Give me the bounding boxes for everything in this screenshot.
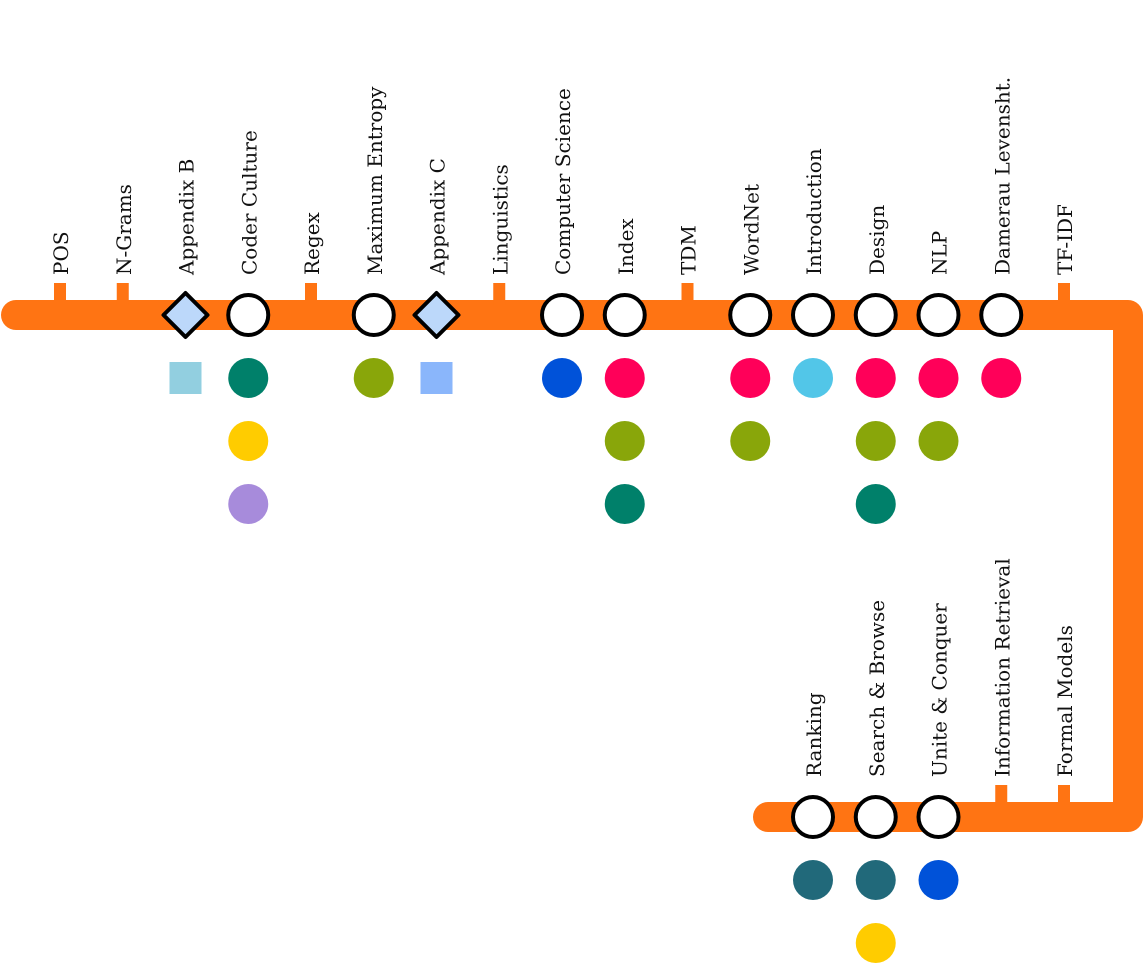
station-tick <box>116 283 129 305</box>
station-formal-models[interactable]: Formal Models <box>1053 625 1077 807</box>
station-circle <box>853 293 898 337</box>
station-tdm[interactable]: TDM <box>677 225 701 305</box>
station-diamond <box>161 291 210 339</box>
station-label: Search & Browse <box>865 600 889 777</box>
station-tick <box>995 785 1008 807</box>
tag-dot <box>604 421 645 461</box>
station-design[interactable]: Design <box>853 205 898 524</box>
station-tick <box>1058 283 1070 305</box>
tag-dot <box>542 358 582 398</box>
station-label: Appendix C <box>426 158 450 276</box>
station-label: TDM <box>677 225 701 275</box>
station-tick <box>1058 785 1070 807</box>
station-unite-conquer[interactable]: Unite & Conquer <box>916 603 961 900</box>
tag-dot <box>918 421 959 461</box>
station-diamond <box>412 291 461 339</box>
station-introduction[interactable]: Introduction <box>791 148 835 398</box>
station-circle <box>540 293 584 337</box>
station-tick <box>305 283 317 305</box>
tag-dot <box>353 358 394 398</box>
station-label: TF-IDF <box>1053 204 1077 275</box>
tag-dot <box>855 421 896 461</box>
station-circle <box>853 795 898 839</box>
tag-square <box>169 362 202 394</box>
station-maximum-entropy[interactable]: Maximum Entropy <box>351 86 396 398</box>
station-label: Design <box>865 205 889 275</box>
station-label: Information Retrieval <box>990 558 1014 777</box>
station-tick <box>54 283 66 305</box>
tag-dot <box>228 421 269 461</box>
station-label: POS <box>49 231 73 275</box>
station-label: WordNet <box>739 184 763 275</box>
bottom-row-stations: Ranking Search & Browse Unite & Conquer Inf… <box>791 558 1077 963</box>
tag-dot <box>918 358 959 398</box>
station-circle <box>226 293 271 337</box>
station-label: Coder Culture <box>237 130 261 275</box>
station-label: N-Grams <box>112 184 136 275</box>
station-damerau-levensht[interactable]: Damerau Levensht. <box>979 77 1024 398</box>
station-label: Linguistics <box>488 164 512 275</box>
station-tick <box>493 283 506 305</box>
tag-dot <box>228 484 269 524</box>
station-linguistics[interactable]: Linguistics <box>488 164 512 305</box>
station-appendix-c[interactable]: Appendix C <box>412 158 461 394</box>
tag-dot <box>604 484 645 524</box>
tag-dot <box>793 860 833 900</box>
station-label: Damerau Levensht. <box>990 77 1014 275</box>
station-tick <box>681 283 694 305</box>
station-circle <box>351 293 396 337</box>
tag-dot <box>855 358 896 398</box>
tag-dot <box>793 358 833 398</box>
station-n-grams[interactable]: N-Grams <box>112 184 136 305</box>
station-label: Regex <box>300 211 324 275</box>
station-label: Unite & Conquer <box>928 603 952 777</box>
station-nlp[interactable]: NLP <box>916 231 961 461</box>
station-circle <box>916 293 961 337</box>
station-regex[interactable]: Regex <box>300 211 324 305</box>
station-label: Ranking <box>802 692 826 777</box>
station-circle <box>979 293 1024 337</box>
station-wordnet[interactable]: WordNet <box>728 184 773 461</box>
tag-dot <box>228 358 269 398</box>
station-computer-science[interactable]: Computer Science <box>540 88 584 398</box>
station-circle <box>916 795 961 839</box>
tag-square <box>420 362 453 394</box>
tag-dot <box>855 923 896 963</box>
station-search-browse[interactable]: Search & Browse <box>853 600 898 963</box>
station-label: Introduction <box>802 148 826 275</box>
station-circle <box>791 795 835 839</box>
tag-dot <box>918 860 959 900</box>
station-information-retrieval[interactable]: Information Retrieval <box>990 558 1014 807</box>
station-pos[interactable]: POS <box>49 231 73 305</box>
station-label: Appendix B <box>175 159 199 276</box>
top-row-stations: POS N-Grams Appendix B Coder Culture Regex Ma… <box>49 77 1077 524</box>
tag-dot <box>730 421 771 461</box>
station-label: Formal Models <box>1053 625 1077 777</box>
station-label: Maximum Entropy <box>363 86 387 275</box>
station-index[interactable]: Index <box>602 218 647 524</box>
tag-dot <box>730 358 771 398</box>
tag-dot <box>981 358 1022 398</box>
tag-dot <box>604 358 645 398</box>
station-ranking[interactable]: Ranking <box>791 692 835 900</box>
station-label: Index <box>614 218 638 275</box>
station-coder-culture[interactable]: Coder Culture <box>226 130 271 524</box>
station-label: NLP <box>928 231 952 275</box>
station-label: Computer Science <box>551 88 575 275</box>
tag-dot <box>855 484 896 524</box>
station-tf-idf[interactable]: TF-IDF <box>1053 204 1077 305</box>
station-circle <box>791 293 835 337</box>
station-circle <box>602 293 647 337</box>
tag-dot <box>855 860 896 900</box>
station-circle <box>728 293 773 337</box>
station-appendix-b[interactable]: Appendix B <box>161 159 210 394</box>
